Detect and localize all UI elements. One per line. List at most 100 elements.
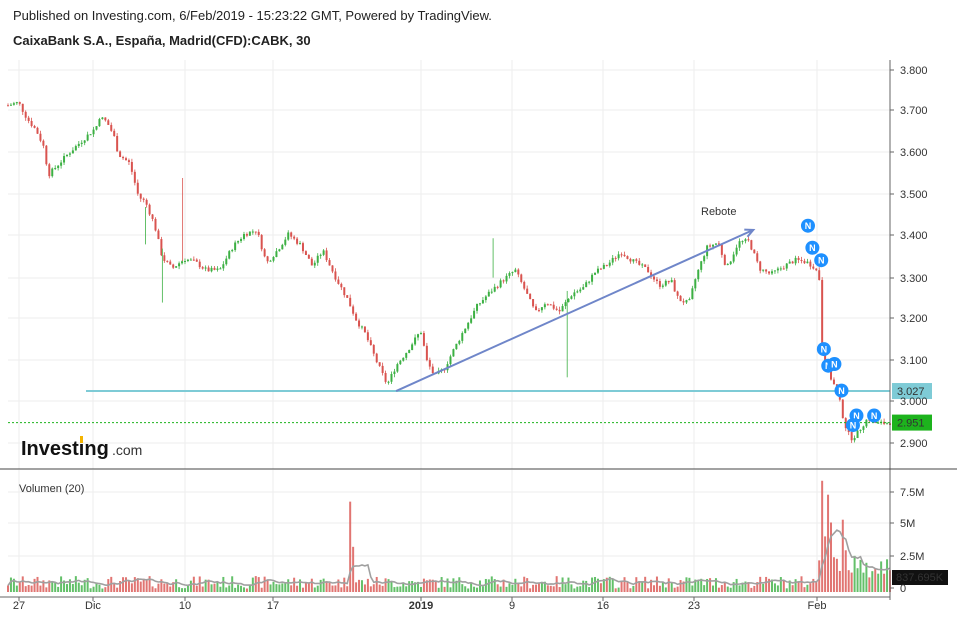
candle-body [605, 264, 608, 266]
candle-body [133, 171, 136, 183]
candle [254, 231, 257, 235]
candle-body [537, 310, 540, 312]
candle [231, 248, 234, 253]
current-price-label: 2.951 [897, 418, 925, 430]
news-marker[interactable]: N [805, 240, 820, 255]
candle-body [709, 245, 712, 247]
candle [334, 268, 337, 282]
candle-body [366, 332, 369, 341]
volume-bar [396, 586, 399, 592]
volume-bar [673, 587, 676, 592]
volume-bar [844, 550, 847, 592]
candle-body [658, 281, 661, 287]
volume-bar [402, 582, 405, 592]
news-marker[interactable]: N [814, 253, 829, 268]
candle-body [27, 117, 30, 121]
candle [340, 282, 343, 291]
candle [325, 247, 328, 263]
trend-line[interactable] [395, 228, 754, 392]
candle-body [9, 104, 12, 106]
volume-bar [207, 579, 210, 592]
candle-body [676, 291, 679, 296]
volume-bar [213, 583, 216, 592]
candle [316, 253, 319, 266]
candle-body [473, 310, 476, 319]
volume-bar [440, 577, 443, 592]
news-marker-circle [816, 342, 831, 357]
candle-body [478, 303, 481, 305]
volume-bar [178, 587, 181, 592]
candle [228, 249, 231, 260]
candle-body [821, 279, 824, 343]
candle-body [240, 238, 243, 242]
candle [452, 348, 455, 357]
volume-bar [231, 576, 234, 592]
volume-bar [511, 584, 514, 592]
candle-body [644, 264, 647, 267]
candle [45, 144, 48, 166]
candle [540, 307, 543, 313]
volume-bar [788, 580, 791, 592]
candle-body [582, 287, 585, 290]
candle [24, 110, 27, 121]
news-marker[interactable]: N [827, 357, 842, 372]
volume-bar [63, 580, 66, 592]
news-marker[interactable]: N [834, 383, 849, 398]
candle-body [794, 257, 797, 264]
volume-bar [175, 579, 178, 592]
volume-bar [591, 577, 594, 592]
candle-body [352, 306, 355, 314]
news-marker[interactable]: N [800, 218, 815, 233]
volume-bar [449, 587, 452, 592]
candle-body [57, 165, 60, 169]
candle-body [865, 419, 868, 427]
candle-body [124, 158, 127, 161]
volume-bar [71, 584, 74, 592]
volume-bar [127, 580, 130, 592]
volume-bar [520, 586, 523, 592]
candle-body [714, 243, 717, 245]
volume-bar [51, 582, 54, 592]
candle [101, 117, 104, 120]
candle [408, 349, 411, 354]
candle [632, 259, 635, 264]
candle-body [245, 234, 248, 236]
candle [154, 217, 157, 232]
volume-bar [523, 576, 526, 592]
volume-bar [632, 585, 635, 592]
candle [358, 318, 361, 329]
news-marker[interactable]: N [816, 342, 831, 357]
candle-body [540, 307, 543, 311]
volume-bar [15, 585, 18, 592]
candle-body [635, 259, 638, 261]
candle [650, 269, 653, 280]
candle-body [390, 373, 393, 382]
volume-bar [387, 579, 390, 592]
candle-body [130, 161, 133, 172]
candle-body [673, 280, 676, 292]
volume-bar [119, 581, 122, 592]
volume-bar [360, 580, 363, 592]
candle-body [564, 302, 567, 307]
candle-body [549, 304, 552, 306]
candle-body [89, 134, 92, 136]
support-price-tag [892, 383, 932, 400]
candle-body [325, 250, 328, 261]
volume-bar [797, 581, 800, 592]
candle [328, 258, 331, 266]
news-marker[interactable]: N [867, 408, 882, 423]
volume-bar [384, 578, 387, 592]
candle [166, 260, 169, 263]
candle-body [517, 269, 520, 275]
candle [319, 253, 322, 259]
candle-body [599, 268, 602, 270]
candle [86, 131, 89, 142]
candle-body [679, 295, 682, 302]
candle-body [408, 350, 411, 353]
news-marker-circle [800, 218, 815, 233]
news-marker[interactable]: N [845, 418, 860, 433]
candle-body [119, 151, 122, 157]
investing-logo[interactable]: Investing .com [21, 436, 142, 460]
candle-body [812, 266, 815, 269]
